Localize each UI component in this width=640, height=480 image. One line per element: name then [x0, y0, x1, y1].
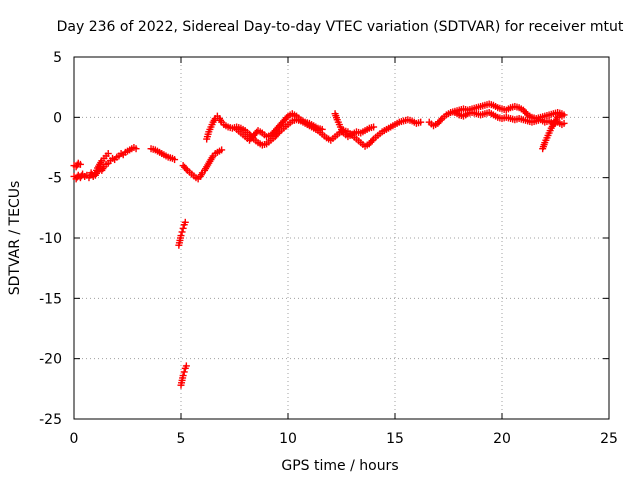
- tick-layer: [73, 56, 610, 420]
- data-point: [560, 119, 568, 127]
- x-axis-label: GPS time / hours: [281, 458, 398, 474]
- y-tick-label: -10: [39, 231, 62, 247]
- data-point: [132, 145, 140, 153]
- data-point: [178, 228, 186, 236]
- data-point: [76, 160, 84, 168]
- x-tick-labels: 0 5 10 15 20 25: [70, 431, 618, 447]
- y-tick-label: 5: [53, 50, 62, 66]
- data-point: [318, 125, 326, 133]
- data-point: [179, 224, 187, 232]
- data-point: [182, 362, 190, 370]
- data-point: [558, 112, 566, 120]
- x-tick-label: 10: [279, 431, 297, 447]
- chart-title: Day 236 of 2022, Sidereal Day-to-day VTE…: [57, 19, 624, 35]
- y-axis-label: SDTVAR / TECUs: [7, 181, 23, 296]
- data-point: [181, 218, 189, 226]
- y-tick-label: -20: [39, 352, 62, 368]
- data-point: [104, 150, 112, 158]
- data-point: [171, 156, 179, 164]
- data-point: [368, 137, 376, 145]
- data-points: [70, 100, 568, 389]
- data-point: [182, 165, 190, 173]
- data-point: [180, 368, 188, 376]
- y-tick-labels: 5 0 -5 -10 -15 -20 -25: [39, 50, 62, 428]
- y-tick-label: -15: [39, 291, 62, 307]
- data-point: [417, 118, 425, 126]
- data-point: [218, 146, 226, 154]
- data-point: [370, 123, 378, 131]
- x-tick-label: 0: [70, 431, 79, 447]
- x-tick-label: 5: [177, 431, 186, 447]
- x-tick-label: 25: [600, 431, 618, 447]
- data-point: [283, 114, 291, 122]
- x-tick-label: 20: [493, 431, 511, 447]
- data-point: [177, 232, 185, 240]
- data-point: [522, 109, 530, 117]
- data-point: [179, 372, 187, 380]
- data-point: [437, 116, 445, 124]
- y-tick-label: -25: [39, 412, 62, 428]
- x-tick-label: 15: [386, 431, 404, 447]
- y-tick-label: -5: [48, 171, 62, 187]
- grid-layer: [74, 57, 609, 419]
- y-tick-label: 0: [53, 110, 62, 126]
